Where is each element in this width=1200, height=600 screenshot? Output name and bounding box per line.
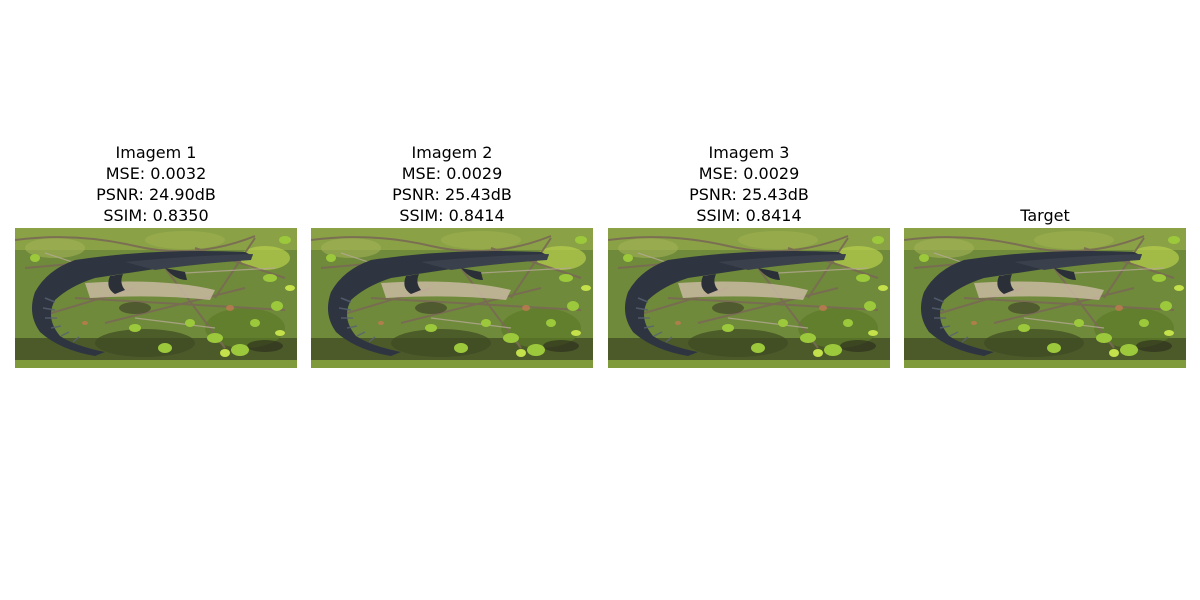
psnr-metric: PSNR: 25.43dB	[392, 185, 512, 204]
panel-caption: Imagem 2 MSE: 0.0029 PSNR: 25.43dB SSIM:…	[311, 142, 593, 228]
panel-target: Target	[904, 142, 1186, 368]
alligator-photo	[311, 228, 593, 368]
alligator-photo	[904, 228, 1186, 368]
psnr-metric: PSNR: 24.90dB	[96, 185, 216, 204]
panel-title: Imagem 2	[411, 143, 493, 162]
panel-title: Target	[1020, 206, 1070, 225]
panel-imagem-1: Imagem 1 MSE: 0.0032 PSNR: 24.90dB SSIM:…	[15, 142, 297, 368]
panel-imagem-3: Imagem 3 MSE: 0.0029 PSNR: 25.43dB SSIM:…	[608, 142, 890, 368]
mse-metric: MSE: 0.0029	[401, 164, 503, 183]
alligator-photo	[608, 228, 890, 368]
mse-metric: MSE: 0.0029	[698, 164, 800, 183]
panel-caption: Imagem 3 MSE: 0.0029 PSNR: 25.43dB SSIM:…	[608, 142, 890, 228]
ssim-metric: SSIM: 0.8414	[696, 206, 802, 225]
panel-title: Imagem 1	[115, 143, 197, 162]
panel-title: Imagem 3	[708, 143, 790, 162]
panel-caption: Imagem 1 MSE: 0.0032 PSNR: 24.90dB SSIM:…	[15, 142, 297, 228]
panel-imagem-2: Imagem 2 MSE: 0.0029 PSNR: 25.43dB SSIM:…	[311, 142, 593, 368]
ssim-metric: SSIM: 0.8350	[103, 206, 209, 225]
ssim-metric: SSIM: 0.8414	[399, 206, 505, 225]
panel-caption: Target	[904, 142, 1186, 228]
alligator-photo	[15, 228, 297, 368]
mse-metric: MSE: 0.0032	[105, 164, 207, 183]
psnr-metric: PSNR: 25.43dB	[689, 185, 809, 204]
